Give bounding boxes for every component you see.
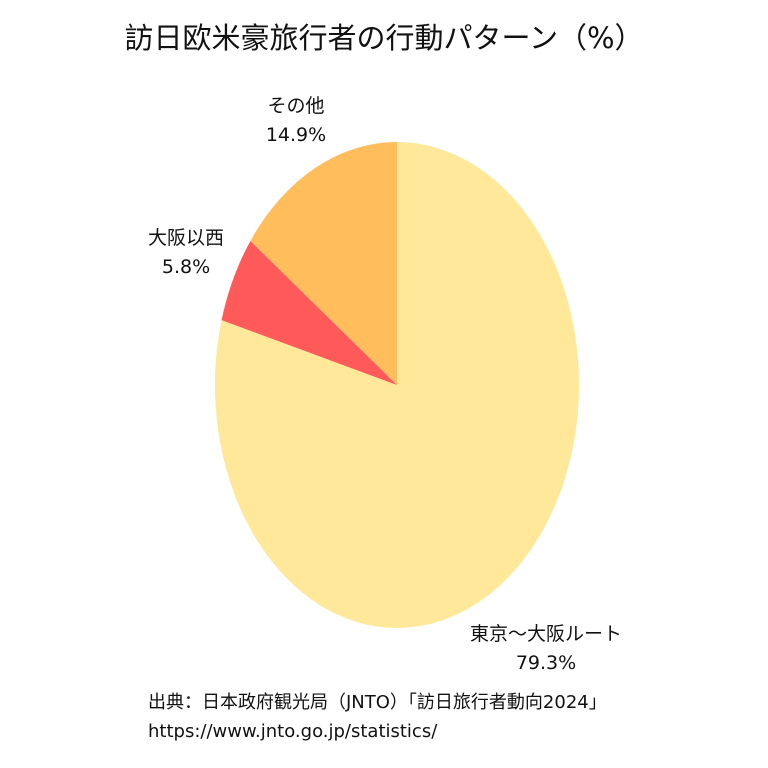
pie-slice bbox=[250, 142, 397, 385]
pie-slice bbox=[221, 240, 397, 385]
slice-label: その他 bbox=[267, 95, 324, 117]
slice-value-label: 14.9% bbox=[266, 124, 326, 146]
slice-label: 東京～大阪ルート bbox=[470, 623, 622, 645]
pie-slices bbox=[214, 142, 579, 628]
slice-value-label: 5.8% bbox=[162, 256, 210, 278]
chart-title: 訪日欧米豪旅行者の行動パターン（%） bbox=[124, 21, 644, 55]
source-citation: 出典：日本政府観光局（JNTO）「訪日旅行者動向2024」 bbox=[148, 692, 607, 713]
slice-label: 大阪以西 bbox=[148, 227, 224, 249]
pie-slice bbox=[214, 142, 579, 628]
source-url[interactable]: https://www.jnto.go.jp/statistics/ bbox=[148, 721, 438, 742]
slice-value-label: 79.3% bbox=[516, 652, 576, 674]
pie-labels: 東京～大阪ルート 79.3% 大阪以西 5.8% その他 14.9% bbox=[148, 95, 622, 674]
